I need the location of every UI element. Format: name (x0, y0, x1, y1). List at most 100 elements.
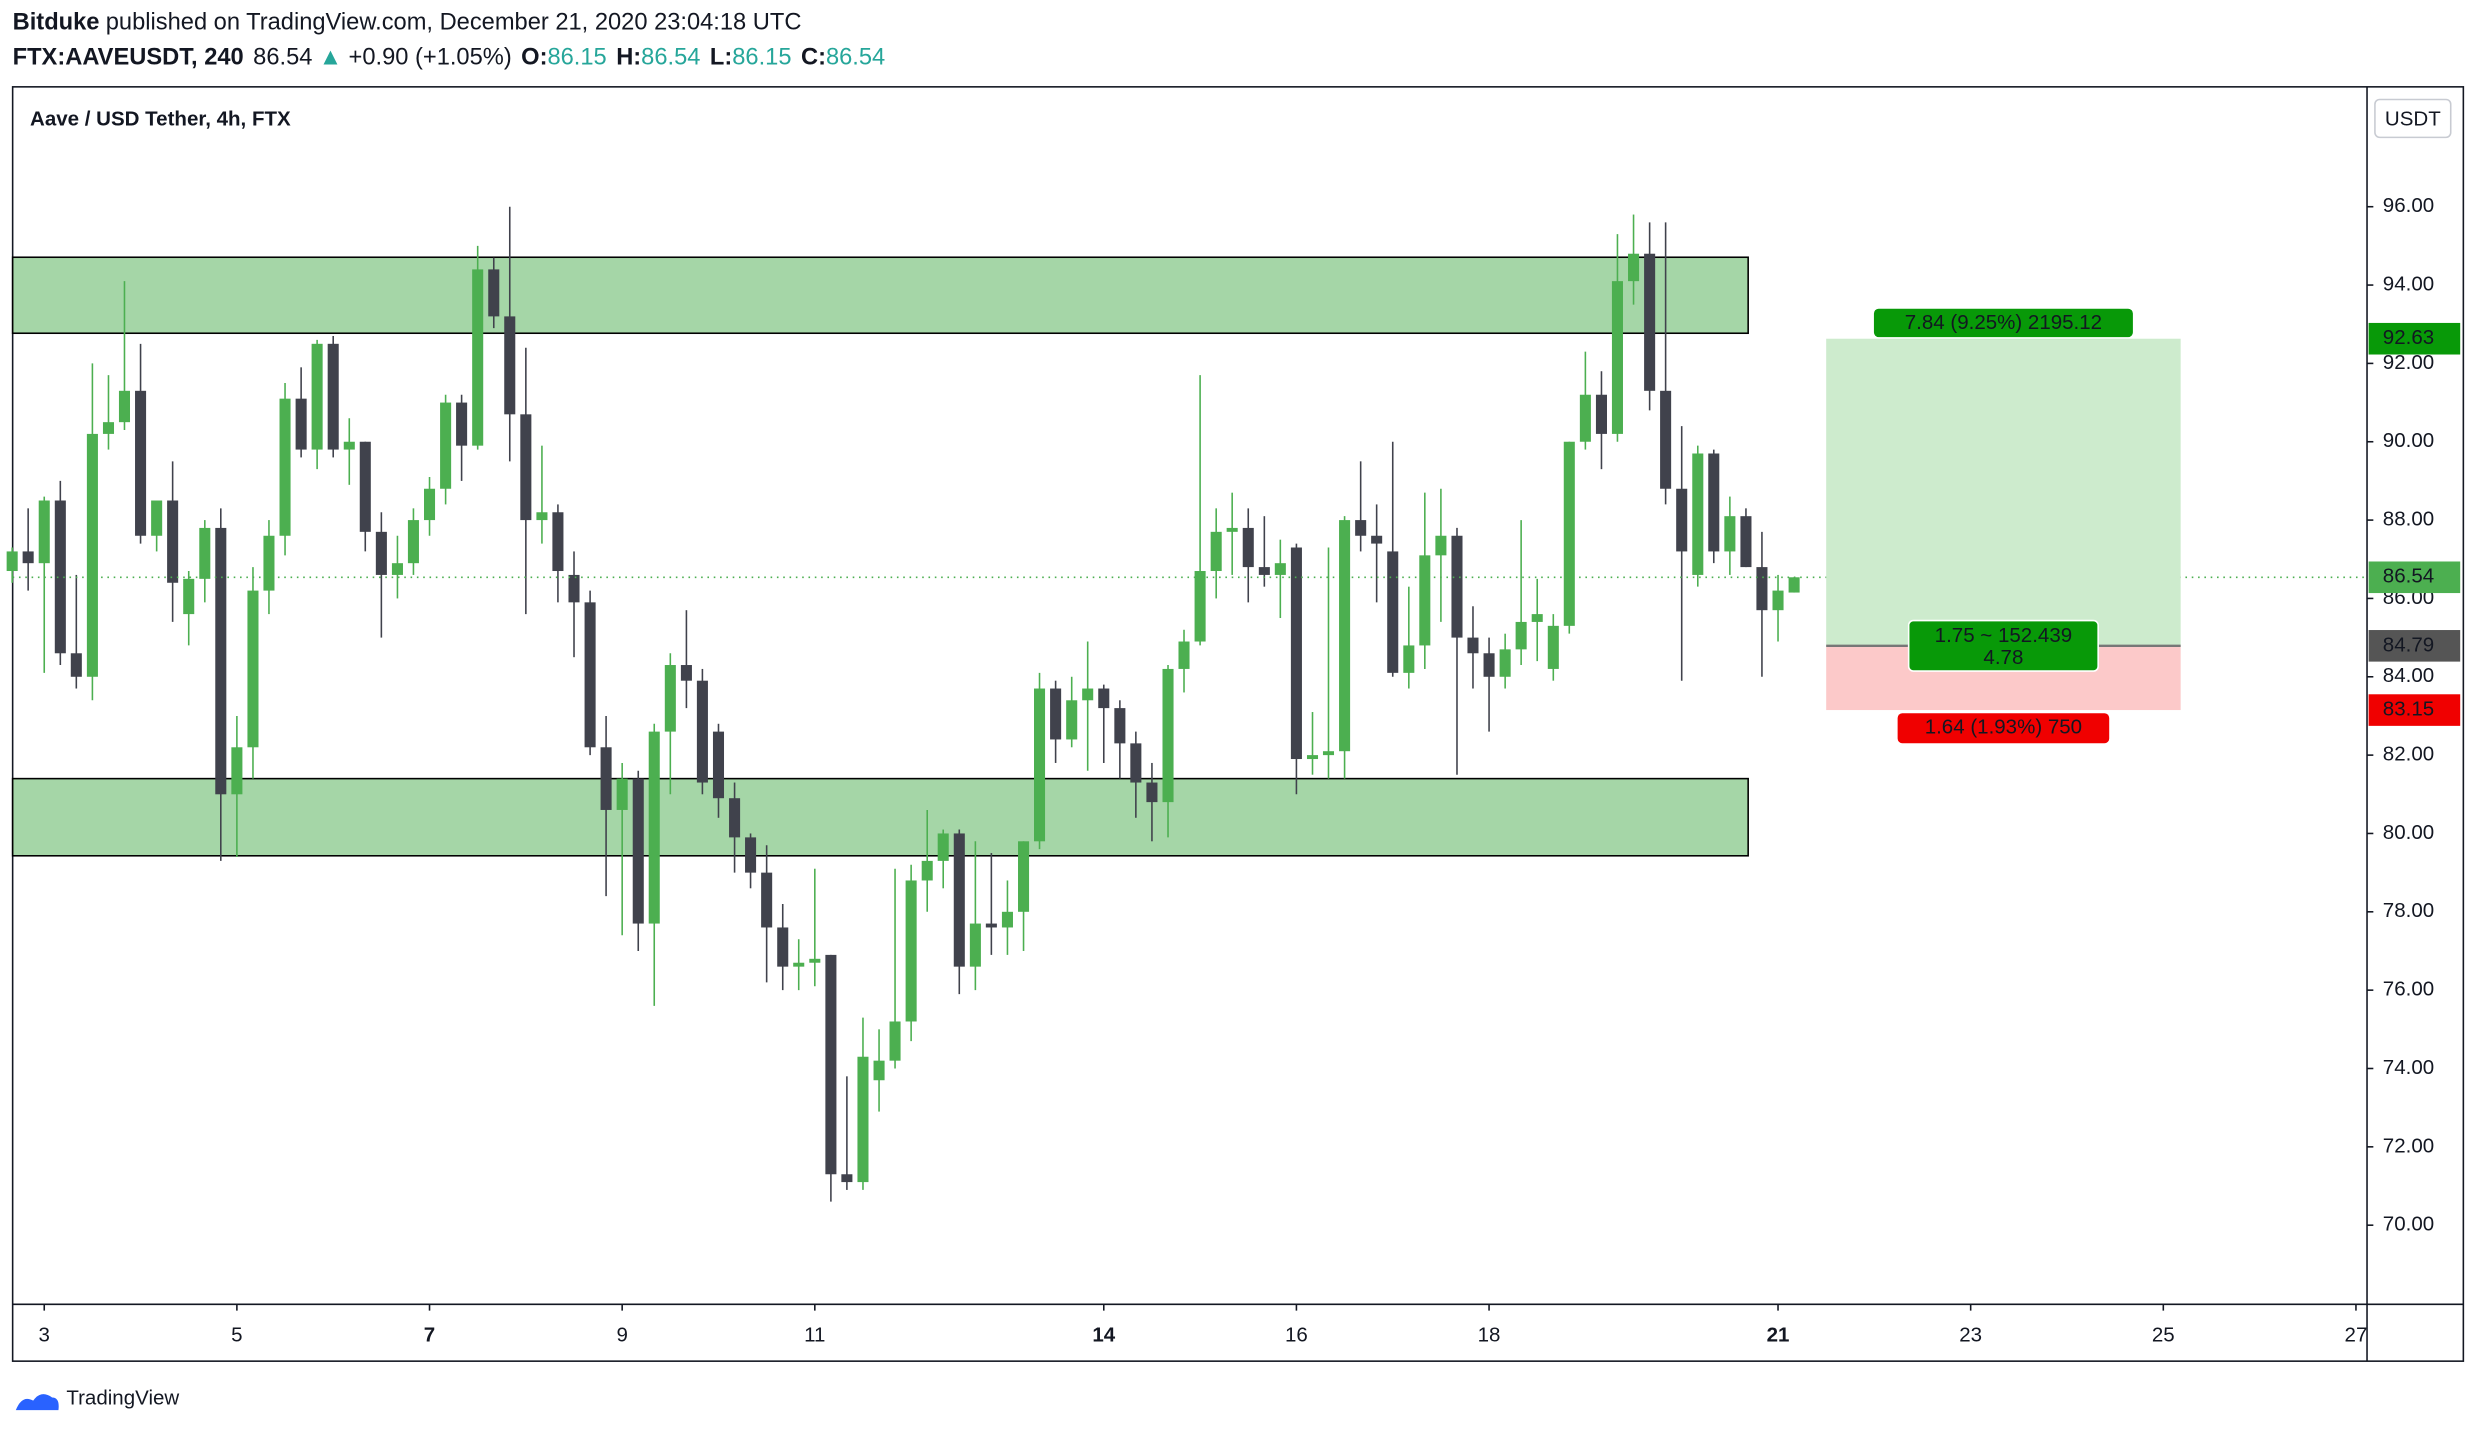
candle-body (1194, 571, 1206, 642)
candle-body (102, 422, 115, 434)
candle-body (1371, 535, 1383, 544)
candle-body (118, 390, 131, 423)
candle-body (616, 778, 628, 810)
candle-body (600, 747, 612, 810)
candle-body (472, 269, 484, 446)
candle-body (1611, 281, 1623, 434)
candle-body (1034, 688, 1046, 842)
candle-body (985, 923, 997, 928)
candle-body (1355, 520, 1367, 536)
candle-body (1563, 441, 1575, 626)
y-tick-label: 70.00 (2383, 1213, 2434, 1236)
candle-body (167, 500, 179, 583)
y-tick-label: 78.00 (2383, 899, 2434, 922)
candle-body (696, 680, 708, 783)
candle-body (1162, 668, 1174, 803)
unit-box (2374, 98, 2452, 139)
ohlc-value: 86.15 (732, 45, 791, 71)
candle-body (1018, 841, 1030, 912)
price-label-box (2368, 694, 2461, 726)
candle-body (231, 747, 243, 795)
candle-body (1515, 621, 1527, 650)
symbol: FTX:AAVEUSDT, 240 (13, 45, 244, 71)
candle-body (793, 962, 805, 967)
candle-body (1692, 453, 1704, 575)
ohlc-key: H: (616, 45, 641, 71)
y-tick-label: 82.00 (2383, 743, 2434, 766)
x-tick-label: 9 (616, 1323, 627, 1346)
candle-body (1114, 708, 1126, 744)
candle-body (648, 731, 660, 924)
candle-body (1628, 253, 1640, 282)
arrow: ▲ (319, 45, 342, 71)
stop-label-box (1897, 713, 2110, 744)
candle-body (1082, 688, 1094, 701)
candle-body (761, 872, 773, 928)
candle-body (423, 488, 436, 521)
candle-body (456, 402, 468, 446)
candle-body (1226, 527, 1238, 532)
candle-body (1339, 520, 1351, 752)
logo (15, 1394, 59, 1411)
candle-body (1435, 535, 1447, 556)
ohlc-value: 86.54 (641, 45, 700, 71)
candle-body (680, 665, 692, 681)
candle-body (1595, 394, 1607, 434)
candle-body (825, 954, 837, 1175)
y-tick-label: 94.00 (2383, 272, 2434, 295)
ohlc-value: 86.54 (826, 45, 885, 71)
price-label-box (2368, 322, 2461, 355)
candle-body (183, 578, 195, 615)
price-label: 92.63 (2383, 326, 2434, 349)
candle-body (215, 527, 227, 795)
change: +0.90 (+1.05%) (349, 45, 512, 71)
candle-body (295, 398, 307, 450)
candle-body (1644, 253, 1656, 391)
entry-label: 4.78 (1983, 646, 2023, 669)
candle-body (247, 590, 259, 748)
brand: TradingView (66, 1386, 179, 1409)
candle-body (279, 398, 291, 536)
price-label: 86.54 (2383, 565, 2434, 588)
x-tick-label: 25 (2152, 1323, 2175, 1346)
target-label: 7.84 (9.25%) 2195.12 (1905, 311, 2102, 334)
candle-body (1499, 649, 1511, 677)
candle-body (1451, 535, 1463, 638)
candle-body (905, 880, 917, 1022)
candle-body (1242, 527, 1254, 568)
frame (11, 86, 2465, 1362)
candle-body (1676, 488, 1688, 552)
candle-body (199, 527, 211, 579)
candle-body (536, 512, 548, 521)
y-tick-label: 76.00 (2383, 978, 2434, 1001)
x-tick-label: 14 (1092, 1323, 1115, 1346)
candle-body (1387, 551, 1399, 673)
candle-body (857, 1056, 869, 1183)
candle-body (937, 833, 949, 861)
candle-body (1788, 577, 1800, 593)
candle-body (969, 923, 981, 967)
y-tick-label: 80.00 (2383, 821, 2434, 844)
price-label: 84.79 (2383, 633, 2434, 656)
candle-body (1531, 614, 1543, 622)
candle-body (1258, 567, 1270, 575)
candle-body (584, 602, 596, 748)
candle-body (1419, 555, 1431, 646)
candle-body (1050, 688, 1062, 740)
candle-body (1322, 751, 1335, 756)
candle-body (263, 535, 275, 591)
candle-body (6, 551, 18, 572)
ohlc-key: C: (801, 45, 826, 71)
candle-body (70, 653, 82, 677)
author: Bitduke (13, 10, 100, 36)
candle-body (809, 958, 821, 963)
x-tick-label: 7 (424, 1323, 435, 1346)
ohlc-key: L: (710, 45, 732, 71)
candle-body (391, 563, 403, 575)
zone (11, 256, 1749, 335)
x-tick-label: 11 (804, 1323, 825, 1346)
stop-label: 1.64 (1.93%) 750 (1925, 716, 2082, 739)
candle-body (520, 414, 532, 521)
candle-body (841, 1174, 853, 1183)
